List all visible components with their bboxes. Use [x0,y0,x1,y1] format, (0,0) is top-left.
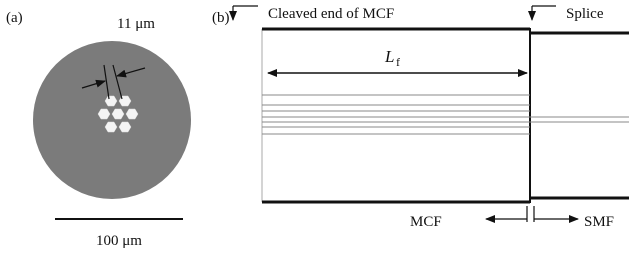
length-subscript: f [396,55,400,69]
smf-label: SMF [584,214,614,230]
scale-bar-label: 100 μm [96,233,142,249]
mcf-cores [262,95,530,134]
smf-core [530,117,629,122]
figure: (a) 11 μm 100 μm (b) Cleaved end of MCF … [0,0,629,255]
panel-label: (b) [212,10,230,26]
fiber-cross-section [33,41,191,199]
panel-a: (a) 11 μm 100 μm [6,10,191,249]
panel-label: (a) [6,10,23,26]
cleaved-label: Cleaved end of MCF [268,6,394,22]
panel-b: (b) Cleaved end of MCF Splice [212,6,629,230]
mcf-label: MCF [410,214,442,230]
length-symbol: L [384,47,394,66]
splice-label: Splice [566,6,604,22]
pitch-label: 11 μm [117,16,155,32]
